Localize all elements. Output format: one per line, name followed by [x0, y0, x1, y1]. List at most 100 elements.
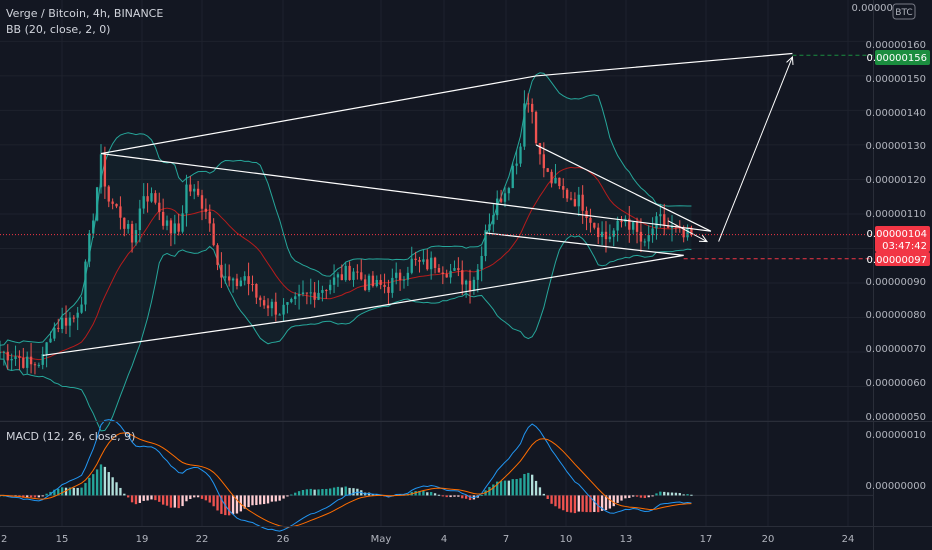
- macd-histogram-bar: [507, 480, 511, 496]
- macd-histogram-bar: [294, 492, 297, 496]
- macd-histogram-bar: [562, 495, 565, 511]
- macd-histogram-bar: [577, 495, 580, 512]
- candle: [437, 264, 441, 273]
- macd-histogram-bar: [437, 494, 441, 496]
- projection-arrow[interactable]: [718, 56, 793, 242]
- candle: [123, 217, 126, 237]
- candle: [503, 187, 507, 208]
- pennant-lower-line[interactable]: [485, 232, 684, 256]
- macd-histogram-bar: [243, 495, 246, 509]
- candle: [200, 189, 204, 221]
- candle: [519, 143, 522, 167]
- candle-body: [286, 302, 289, 305]
- candle: [239, 277, 243, 287]
- macd-histogram-bar: [659, 491, 662, 496]
- pullback-arrow[interactable]: [667, 220, 708, 242]
- macd-histogram-bar: [270, 495, 274, 502]
- candle: [317, 280, 320, 301]
- currency-badge-label: BTC: [895, 8, 912, 18]
- symbol-legend[interactable]: Verge / Bitcoin, 4h, BINANCE: [6, 7, 164, 20]
- candle: [639, 218, 643, 253]
- currency-badge[interactable]: [892, 3, 916, 20]
- time-axis[interactable]: 2 15 19 22 26 May 4 7 10 13 17 20 24: [1, 534, 854, 545]
- candle-body: [550, 171, 553, 184]
- candle: [189, 176, 192, 197]
- candle-body: [367, 275, 371, 291]
- macd-histogram-bar: [573, 495, 577, 514]
- channel-lower-line[interactable]: [42, 254, 684, 357]
- macd-histogram-bar: [37, 495, 41, 498]
- macd-legend[interactable]: MACD (12, 26, close, 9): [6, 430, 136, 443]
- candle-body: [57, 327, 60, 329]
- candle-body: [616, 220, 619, 231]
- candle-body: [476, 269, 479, 280]
- candle: [146, 183, 149, 213]
- candle: [84, 259, 87, 312]
- candle-body: [348, 265, 351, 280]
- macd-histogram-bar: [161, 495, 165, 505]
- candle: [216, 243, 219, 271]
- candle-body: [119, 206, 122, 218]
- candle-body: [620, 220, 623, 223]
- candle: [604, 221, 608, 253]
- candle-body: [173, 223, 176, 234]
- price-tick: 0.00000070: [866, 344, 926, 355]
- candle: [464, 279, 468, 298]
- candle-body: [290, 299, 293, 303]
- candle-body: [461, 270, 464, 285]
- macd-histogram-bar: [282, 495, 285, 499]
- candle: [309, 278, 312, 305]
- macd-histogram-bar: [492, 484, 495, 496]
- macd-histogram-bar: [173, 495, 176, 508]
- macd-histogram-bar: [616, 495, 619, 503]
- channel-upper-line[interactable]: [100, 52, 793, 155]
- candle: [647, 225, 650, 250]
- candle-body: [356, 271, 359, 273]
- pennant-upper-line[interactable]: [535, 144, 712, 232]
- candle-body: [309, 292, 312, 294]
- descending-trend-line[interactable]: [100, 152, 711, 232]
- candle-body: [76, 312, 79, 318]
- macd-histogram-bar: [177, 495, 180, 509]
- time-tick: 17: [700, 534, 713, 545]
- candle: [2, 350, 6, 366]
- candle: [130, 220, 134, 253]
- candle: [294, 292, 297, 306]
- candle-body: [123, 217, 126, 229]
- candle-body: [239, 280, 243, 286]
- macd-histogram-bar: [313, 489, 316, 496]
- candle-body: [332, 277, 336, 285]
- candle-body: [406, 272, 410, 280]
- macd-histogram-bar: [45, 493, 48, 496]
- candle-body: [340, 274, 343, 281]
- candle: [80, 296, 83, 314]
- candle-body: [577, 194, 580, 207]
- bb-legend[interactable]: BB (20, close, 2, 0): [6, 23, 111, 36]
- candle-body: [631, 222, 635, 230]
- candle: [565, 188, 569, 202]
- price-axis[interactable]: 0.00000170 0.00000160 0.00000150 0.00000…: [852, 3, 930, 492]
- macd-histogram-bar: [57, 488, 60, 496]
- candle-body: [496, 198, 499, 216]
- candle-body: [92, 220, 95, 234]
- candle-body: [262, 300, 266, 306]
- candle-body: [597, 227, 600, 238]
- macd-histogram-bar: [204, 495, 208, 501]
- macd-histogram-bar: [441, 495, 444, 497]
- macd-histogram-bar: [678, 493, 681, 496]
- macd-signal-line: [0, 432, 692, 528]
- trend-drawings[interactable]: [42, 52, 794, 357]
- macd-histogram-bar: [503, 480, 507, 496]
- candle: [356, 264, 359, 280]
- candle: [690, 225, 693, 237]
- macd-histogram-bar: [597, 495, 600, 513]
- time-tick: 24: [842, 534, 855, 545]
- candle-body: [80, 304, 83, 313]
- macd-histogram-bar: [247, 495, 250, 508]
- macd-histogram-bar: [255, 495, 258, 506]
- candle: [64, 305, 68, 334]
- candle: [457, 257, 460, 277]
- candle-body: [410, 258, 413, 273]
- candle-body: [255, 284, 258, 298]
